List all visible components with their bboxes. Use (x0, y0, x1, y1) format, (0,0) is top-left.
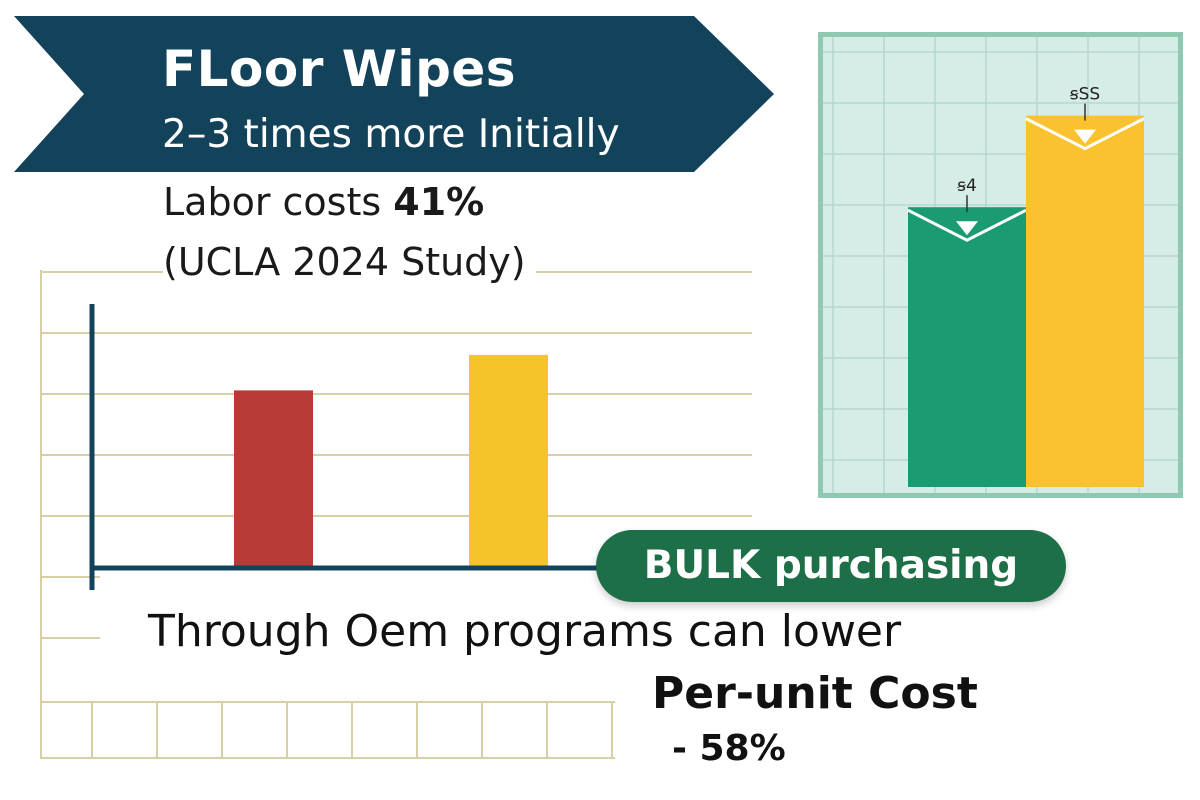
right-bar-chevron (907, 208, 1027, 242)
study-citation: (UCLA 2024 Study) (163, 240, 536, 284)
left-chart-bars (234, 354, 548, 568)
right-bar-2 (1026, 115, 1144, 488)
labor-costs-label: Labor costs (163, 180, 394, 224)
cost-reduction-value: - 58% (672, 728, 786, 769)
right-bar-chart: ꞩ4 ꞩSS (823, 37, 1178, 493)
right-chart-panel: ꞩ4 ꞩSS (818, 32, 1183, 498)
banner-title: FLoor Wipes (162, 40, 517, 98)
right-bar-chevron (1025, 117, 1145, 151)
oem-programs-text: Through Oem programs can lower (148, 606, 902, 657)
right-bar-arrow-icon (956, 221, 978, 236)
right-chart-bars: ꞩ4 ꞩSS (907, 85, 1145, 488)
right-bar-data-label: ꞩ4 (957, 176, 977, 196)
right-bar-data-label: ꞩSS (1070, 85, 1100, 105)
right-bar-arrow-icon (1074, 129, 1096, 144)
bulk-purchasing-badge: BULK purchasing (596, 530, 1066, 602)
bulk-purchasing-label: BULK purchasing (643, 543, 1019, 588)
title-banner (14, 16, 774, 172)
left-chart-grid (40, 270, 752, 759)
right-bar-1 (908, 207, 1026, 487)
left-bar-2 (469, 354, 548, 568)
left-bar-chart (40, 270, 752, 759)
labor-costs-text: Labor costs 41% (163, 180, 484, 224)
per-unit-cost-text: Per-unit Cost (652, 668, 978, 719)
labor-costs-value: 41% (393, 180, 485, 224)
left-bar-1 (234, 390, 313, 568)
banner-subtitle: 2–3 times more Initially (162, 112, 620, 157)
left-chart-axes (89, 304, 615, 590)
